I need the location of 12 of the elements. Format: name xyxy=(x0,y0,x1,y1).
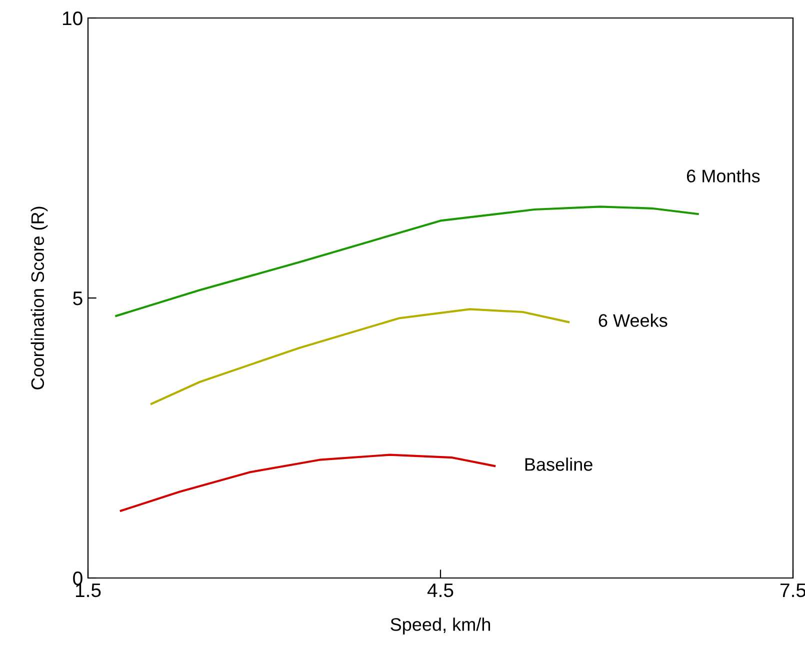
x-tick-label: 1.5 xyxy=(76,584,101,598)
x-tick-label: 4.5 xyxy=(427,584,454,598)
series-label: 6 Weeks xyxy=(598,314,668,327)
series-label: 6 Months xyxy=(686,169,760,182)
y-tick-label: 0 xyxy=(73,571,82,586)
x-axis-title: Speed, km/h xyxy=(390,618,490,634)
line-series xyxy=(150,308,570,405)
line-series xyxy=(120,454,496,512)
series-label: Baseline xyxy=(525,458,592,471)
y-axis-title: Coordination Score (R) xyxy=(30,206,48,390)
y-tick-label: 5 xyxy=(73,292,82,306)
y-tick-label: 10 xyxy=(62,11,82,26)
